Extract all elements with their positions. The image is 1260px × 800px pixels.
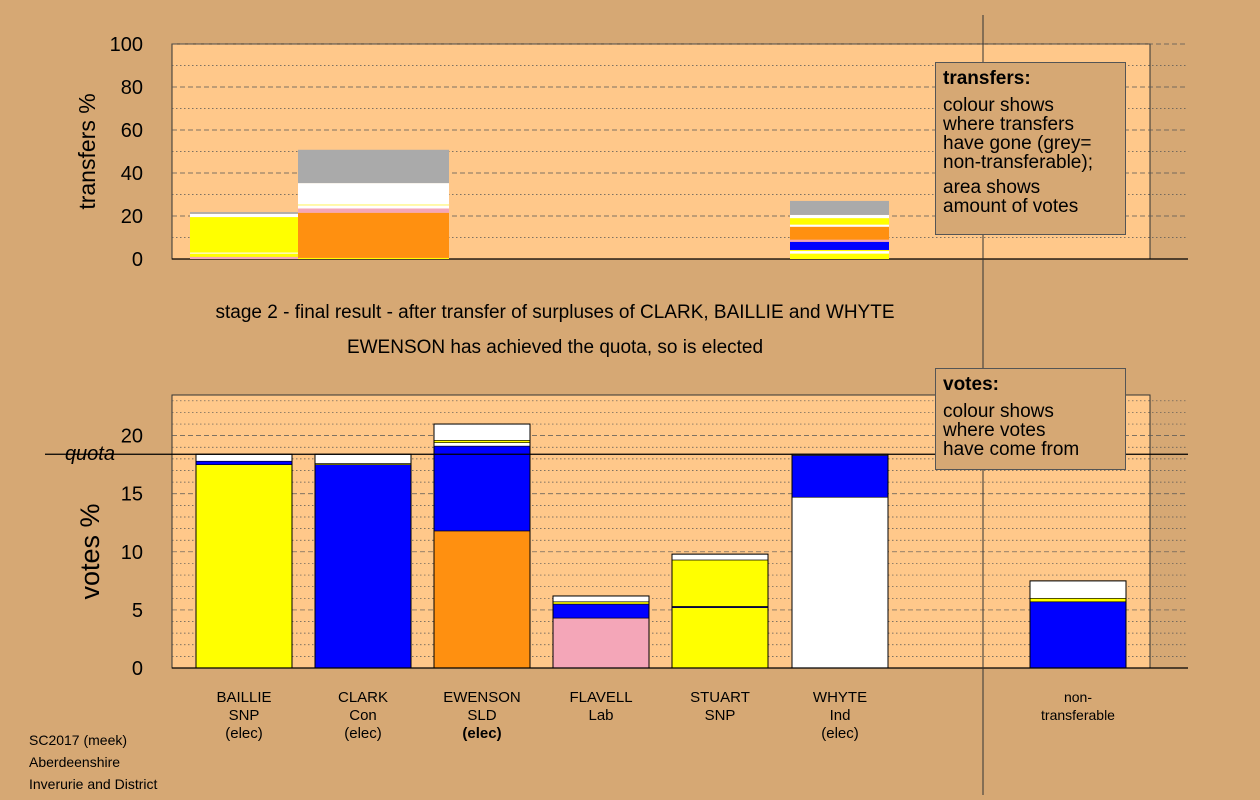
transfer-segment — [298, 204, 449, 206]
transfers-legend-line: where transfers — [943, 114, 1074, 135]
status-caption: EWENSON has achieved the quota, so is el… — [346, 337, 764, 358]
vote-segment — [552, 617, 650, 669]
vote-segment — [552, 603, 650, 619]
candidate-label: SLD — [467, 707, 496, 724]
candidate-label: SNP — [229, 707, 260, 724]
candidate-label: EWENSON — [443, 689, 521, 706]
y-tick-label: 15 — [121, 484, 143, 506]
transfer-segment — [790, 249, 889, 252]
candidate-label: (elec) — [462, 725, 501, 742]
y-tick-label: 10 — [121, 542, 143, 564]
vote-segment — [314, 464, 412, 669]
y-tick-label: 40 — [121, 163, 143, 185]
vote-segment — [552, 595, 650, 603]
transfer-segment — [190, 213, 298, 218]
candidate-label: (elec) — [821, 725, 859, 742]
candidate-label: SNP — [705, 707, 736, 724]
transfer-segment — [790, 218, 889, 225]
transfer-segment — [298, 183, 449, 205]
y-tick-label: 100 — [110, 34, 143, 56]
stage-caption: stage 2 - final result - after transfer … — [215, 302, 895, 323]
transfer-segment — [298, 208, 449, 213]
vote-segment — [671, 607, 769, 669]
footer-ward: Inverurie and District — [29, 776, 158, 792]
transfer-segment — [790, 224, 889, 227]
y-tick-label: 0 — [132, 249, 143, 271]
candidate-label: (elec) — [344, 725, 382, 742]
candidate-label: FLAVELL — [569, 689, 632, 706]
y-tick-label: 60 — [121, 120, 143, 142]
transfer-segment — [790, 253, 889, 259]
candidate-label: WHYTE — [813, 689, 867, 706]
y-tick-label: 20 — [121, 426, 143, 448]
footer-council: Aberdeenshire — [29, 754, 121, 770]
vote-segment — [433, 530, 531, 669]
transfer-segment — [790, 200, 889, 215]
candidate-label: Ind — [830, 707, 851, 724]
vote-segment — [433, 445, 531, 532]
transfer-segment — [298, 212, 449, 258]
votes-legend-title: votes: — [943, 374, 999, 395]
candidate-label: (elec) — [225, 725, 263, 742]
candidate-label: Con — [349, 707, 377, 724]
transfer-segment — [190, 252, 298, 254]
vote-segment — [671, 553, 769, 561]
transfers-y-axis-label: transfers % — [74, 93, 100, 209]
transfers-legend-line: colour shows — [943, 95, 1054, 116]
vote-segment — [433, 440, 531, 443]
vote-segment — [433, 423, 531, 441]
transfers-legend-title: transfers: — [943, 68, 1031, 89]
vote-segment — [671, 559, 769, 607]
candidate-label: transferable — [1041, 707, 1115, 723]
vote-segment — [791, 455, 889, 498]
vote-segment — [195, 460, 293, 466]
candidate-label: CLARK — [338, 689, 388, 706]
candidate-label: STUART — [690, 689, 750, 706]
votes-legend-line: colour shows — [943, 401, 1054, 422]
vote-segment — [552, 601, 650, 605]
votes-y-axis-label: votes % — [75, 503, 105, 599]
transfers-legend-line: have gone (grey= — [943, 133, 1092, 154]
vote-segment — [195, 464, 293, 669]
candidate-label: Lab — [588, 707, 613, 724]
candidate-label: non- — [1064, 689, 1092, 705]
quota-label: quota — [65, 443, 115, 465]
footer-election: SC2017 (meek) — [29, 732, 128, 748]
vote-segment — [1029, 580, 1127, 599]
transfer-segment — [790, 239, 889, 242]
votes-legend-line: have come from — [943, 439, 1080, 460]
footer-info: SC2017 (meek) Aberdeenshire Inverurie an… — [29, 729, 157, 795]
transfers-legend-line: area shows — [943, 177, 1041, 198]
transfers-legend-line: amount of votes — [943, 196, 1079, 217]
y-tick-label: 80 — [121, 77, 143, 99]
transfer-segment — [790, 214, 889, 219]
transfers-legend-line: non-transferable); — [943, 152, 1093, 173]
transfer-segment — [298, 205, 449, 209]
vote-segment — [1029, 597, 1127, 603]
y-tick-label: 20 — [121, 206, 143, 228]
transfer-segment — [790, 241, 889, 250]
transfer-segment — [190, 212, 298, 214]
transfer-segment — [790, 251, 889, 254]
vote-segment — [791, 496, 889, 669]
votes-legend: votes: colour shows where votes have com… — [935, 368, 1126, 470]
transfers-legend: transfers: colour shows where transfers … — [935, 62, 1126, 235]
transfer-segment — [190, 253, 298, 257]
votes-legend-line: where votes — [943, 420, 1046, 441]
transfer-segment — [190, 217, 298, 253]
transfer-segment — [298, 257, 449, 259]
vote-segment — [1029, 601, 1127, 669]
vote-segment — [314, 453, 412, 464]
vote-segment — [195, 453, 293, 462]
transfer-segment — [190, 256, 298, 259]
candidate-label: BAILLIE — [216, 689, 271, 706]
y-tick-label: 5 — [132, 600, 143, 622]
transfer-segment — [790, 226, 889, 240]
y-tick-label: 0 — [132, 658, 143, 680]
transfer-segment — [298, 149, 449, 184]
vote-segment — [433, 442, 531, 447]
